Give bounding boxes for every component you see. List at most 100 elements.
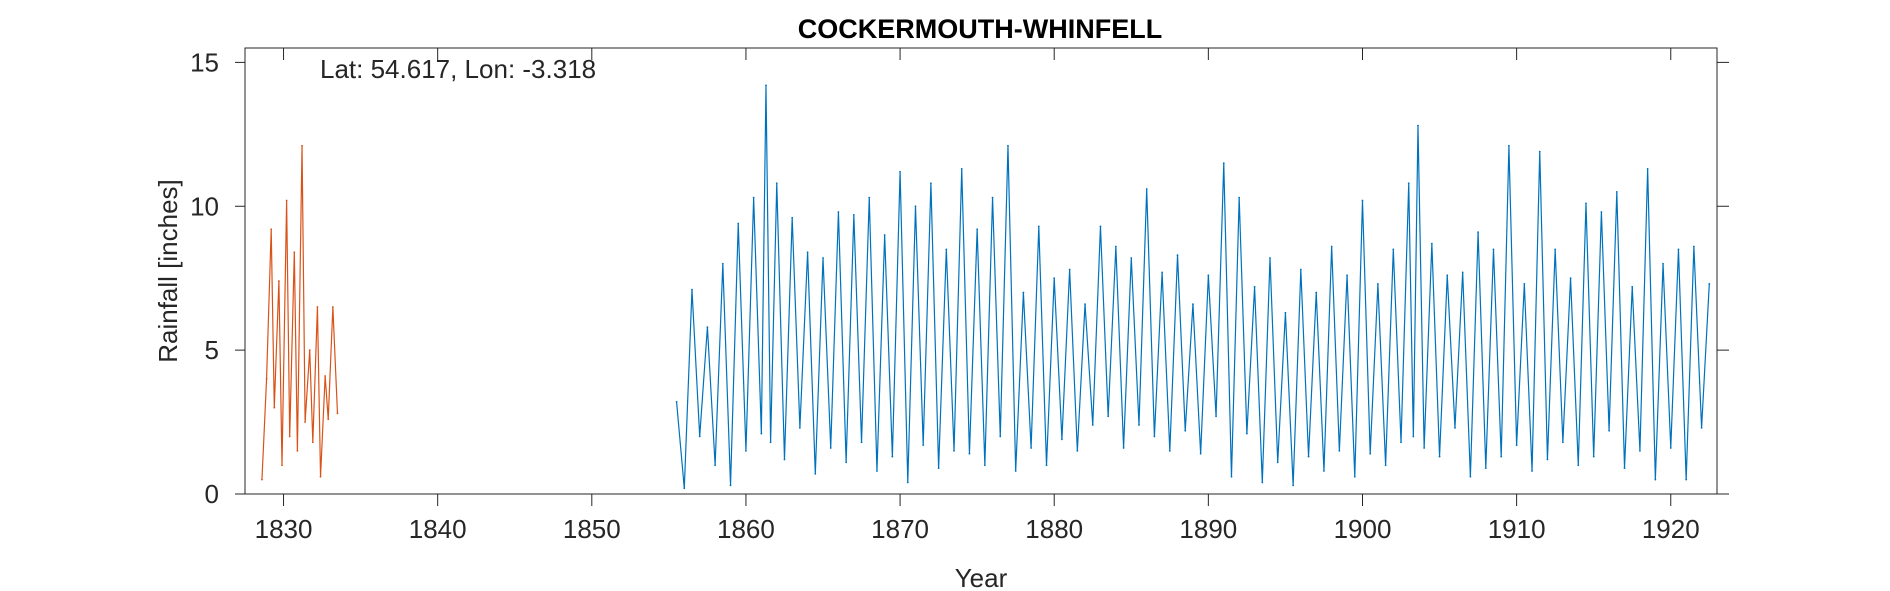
series-1-point — [814, 472, 817, 475]
series-1-point — [1423, 447, 1426, 449]
series-1-point — [1384, 464, 1387, 467]
series-1-point — [721, 262, 724, 265]
series-1-point — [729, 484, 732, 487]
series-1-point — [1531, 470, 1533, 472]
series-1-point — [1084, 303, 1086, 305]
series-1-point — [1037, 225, 1040, 228]
series-1-point — [1454, 426, 1456, 429]
series-1-point — [1377, 283, 1379, 285]
series-1-point — [1130, 257, 1133, 259]
series-1-point — [906, 481, 909, 484]
series-1-point — [1492, 248, 1495, 251]
coordinates-annotation: Lat: 54.617, Lon: -3.318 — [320, 54, 596, 84]
series-1-point — [953, 449, 955, 452]
series-1-point — [1168, 449, 1171, 452]
series-1-point — [837, 211, 840, 213]
series-1-point — [765, 84, 767, 87]
series-1-point — [798, 426, 801, 429]
series-1-point — [760, 432, 763, 435]
y-tick-label: 10 — [190, 191, 219, 221]
series-1-point — [1230, 475, 1233, 478]
series-1-point — [1245, 432, 1248, 435]
series-1-point — [1430, 242, 1433, 245]
series-1-point — [1592, 455, 1595, 458]
series-1-point — [1615, 190, 1618, 193]
x-axis: 1830 1840 1850 1860 1870 1880 1890 1900 1910 1920 — [255, 48, 1700, 544]
series-1-point — [745, 449, 747, 452]
series-1-point — [1014, 470, 1017, 472]
series-1-point — [1138, 424, 1140, 426]
series-1-point — [1207, 274, 1210, 277]
series-1-point — [829, 447, 832, 449]
series-1-point — [1392, 248, 1395, 251]
series-0-point — [316, 306, 319, 308]
series-1-point — [1407, 182, 1410, 185]
series-1-point — [1692, 245, 1695, 248]
series-1-point — [968, 452, 971, 455]
series-1-point — [783, 458, 786, 461]
series-0-point — [336, 412, 339, 415]
series-1-point — [960, 167, 963, 170]
series-1-point — [1446, 274, 1449, 277]
x-axis-label: Year — [955, 563, 1008, 591]
series-1-point — [1417, 124, 1419, 127]
series-1-point — [1515, 444, 1518, 446]
series-0-point — [281, 464, 283, 467]
series-0-point — [273, 406, 276, 409]
series-1-point — [791, 216, 794, 219]
series-1-point — [1412, 435, 1415, 438]
series-1-point — [937, 467, 940, 469]
series-1-point — [775, 182, 778, 185]
series-1-point — [991, 196, 994, 199]
series-1-point — [1685, 478, 1688, 481]
x-tick-label: 1830 — [255, 514, 313, 544]
series-1-point — [1091, 424, 1094, 426]
series-1-point — [1577, 464, 1580, 467]
series-1-point — [1608, 429, 1610, 432]
series-1-point — [769, 441, 772, 444]
x-tick-label: 1860 — [717, 514, 775, 544]
series-1-point — [1107, 415, 1110, 418]
series-1-point — [1639, 449, 1641, 452]
y-axis-label: Rainfall [inches] — [153, 179, 183, 363]
series-0-point — [304, 421, 307, 423]
series-1 — [675, 84, 1711, 490]
series-1-point — [1284, 311, 1287, 314]
series-1-point — [1269, 257, 1271, 259]
series-1-point — [1176, 254, 1179, 257]
series-1-point — [1114, 245, 1117, 248]
series-0-point — [324, 375, 327, 377]
series-0 — [261, 144, 339, 481]
x-tick-label: 1870 — [871, 514, 929, 544]
series-1-point — [1053, 277, 1056, 280]
series-1-point — [1145, 188, 1148, 190]
series-1-point — [1361, 199, 1364, 202]
x-tick-label: 1900 — [1334, 514, 1392, 544]
series-1-point — [1068, 268, 1071, 271]
series-1-point — [1677, 248, 1680, 251]
series-1-point — [1561, 441, 1564, 444]
series-1-point — [1654, 478, 1657, 481]
x-tick-label: 1920 — [1642, 514, 1700, 544]
series-1-point — [1669, 447, 1672, 449]
series-1-point — [1330, 245, 1333, 248]
series-1-point — [1076, 449, 1079, 452]
series-1-point — [983, 464, 986, 467]
series-1-point — [1099, 225, 1102, 228]
series-1-point — [1030, 447, 1032, 449]
series-1-point — [1307, 455, 1310, 458]
series-0-point — [331, 306, 334, 308]
series-1-point — [845, 461, 848, 464]
series-1-point — [683, 487, 686, 490]
series-1-point — [1192, 303, 1194, 305]
series-1-point — [922, 444, 925, 446]
series-1-point — [891, 455, 894, 458]
series-1-point — [1708, 283, 1711, 285]
series-1-point — [1623, 467, 1626, 469]
series-1-point — [1400, 441, 1402, 444]
x-tick-label: 1890 — [1179, 514, 1237, 544]
series-1-point — [752, 196, 755, 199]
series-1-point — [1253, 285, 1256, 288]
series-1-point — [1538, 150, 1541, 153]
